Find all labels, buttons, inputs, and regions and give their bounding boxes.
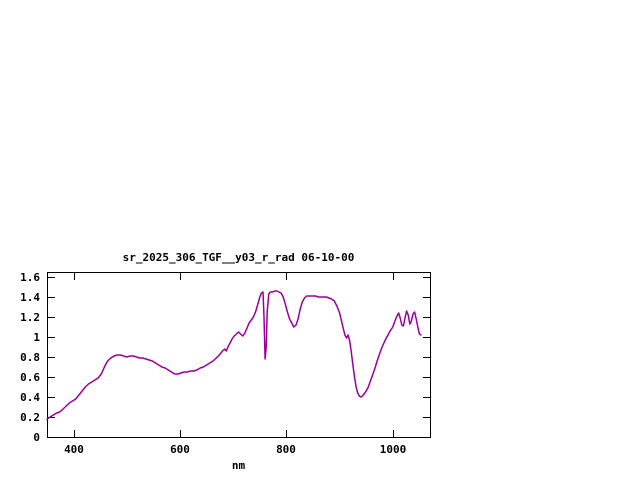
y-tick-label: 0.2	[20, 411, 40, 424]
x-tick-label: 400	[64, 443, 84, 456]
y-tick-label: 0.6	[20, 371, 40, 384]
y-tick-label: 1.4	[20, 291, 40, 304]
x-tick-label: 600	[170, 443, 190, 456]
y-tick-label: 0.4	[20, 391, 40, 404]
x-axis-label: nm	[231, 459, 246, 472]
y-tick-label: 1	[33, 331, 40, 344]
y-tick-label: 0.8	[20, 351, 40, 364]
x-tick-label: 1000	[380, 443, 407, 456]
y-tick-label: 1.6	[20, 271, 40, 284]
plot-border	[47, 272, 431, 438]
chart-title: sr_2025_306_TGF__y03_r_rad 06-10-00	[122, 251, 355, 264]
y-tick-label: 0	[33, 431, 40, 444]
spectrum-line	[46, 290, 422, 420]
x-tick-label: 800	[276, 443, 296, 456]
y-tick-label: 1.2	[20, 311, 40, 324]
